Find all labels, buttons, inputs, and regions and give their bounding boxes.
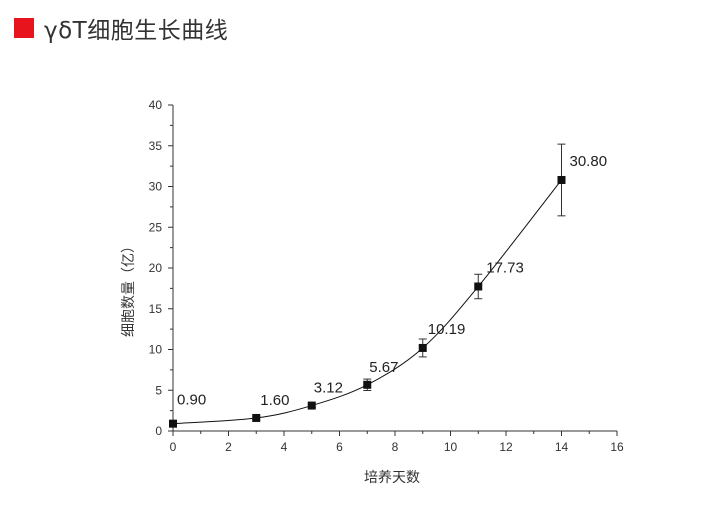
data-point-marker: [418, 343, 427, 352]
chart-axes: [172, 105, 617, 432]
red-square-icon: [14, 18, 34, 38]
data-label: 0.90: [177, 392, 206, 409]
y-tick-label: 10: [149, 343, 163, 357]
data-point-marker: [474, 282, 483, 291]
x-tick-label: 8: [392, 440, 399, 454]
y-tick-label: 35: [149, 139, 163, 153]
y-tick-label: 20: [149, 261, 163, 275]
y-tick-label: 25: [149, 220, 163, 234]
data-point-marker: [363, 380, 372, 389]
y-axis-title: 细胞数量（亿）: [121, 239, 137, 337]
x-tick-label: 16: [610, 440, 624, 454]
data-point-marker: [252, 413, 261, 422]
x-tick-label: 14: [555, 440, 569, 454]
x-tick-label: 6: [336, 440, 343, 454]
chart-series: [169, 143, 566, 428]
x-axis-title: 培养天数: [364, 470, 420, 486]
data-point-marker: [307, 401, 316, 410]
data-label: 30.80: [570, 153, 608, 170]
data-point-marker: [169, 419, 177, 428]
x-tick-label: 0: [170, 440, 177, 454]
x-tick-label: 2: [225, 440, 232, 454]
x-tick-label: 10: [444, 440, 458, 454]
data-label: 10.19: [428, 321, 466, 338]
chart-data-labels: 0.90 1.60 3.12 5.67 10.19 17.73 30.80: [177, 153, 607, 409]
page-header: γδT细胞生长曲线: [14, 12, 228, 44]
y-tick-label: 30: [149, 180, 163, 194]
data-label: 1.60: [260, 392, 289, 409]
page-title: γδT细胞生长曲线: [44, 18, 229, 44]
y-tick-label: 0: [155, 424, 162, 438]
data-label: 5.67: [369, 359, 398, 376]
y-tick-label: 40: [149, 98, 163, 112]
y-tick-label: 15: [149, 302, 163, 316]
data-label: 17.73: [486, 260, 524, 277]
data-point-marker: [557, 175, 566, 184]
chart-ticks: 0 2 4 6 8 10 12 14 16 0 5 10 15 20 25 30 35 40: [149, 98, 624, 454]
y-tick-label: 5: [155, 383, 162, 397]
x-tick-label: 12: [499, 440, 513, 454]
x-tick-label: 4: [281, 440, 288, 454]
data-label: 3.12: [314, 380, 343, 397]
